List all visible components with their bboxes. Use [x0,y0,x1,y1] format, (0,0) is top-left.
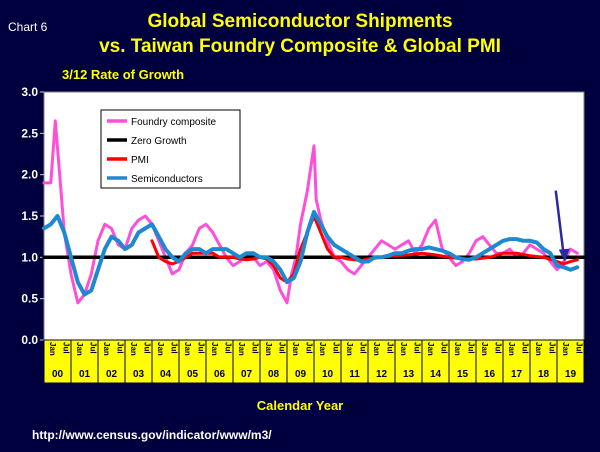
x-month-label: Jan [345,342,354,356]
x-year-label: 06 [214,369,226,380]
chart-label: Chart 6 [8,20,48,34]
x-month-label: Jan [561,342,570,356]
x-month-label: Jul [467,342,476,354]
x-month-label: Jan [399,342,408,356]
x-year-label: 00 [52,369,64,380]
x-month-label: Jul [386,342,395,354]
x-month-label: Jan [183,342,192,356]
x-year-label: 13 [403,369,415,380]
x-year-label: 01 [79,369,91,380]
x-month-label: Jan [210,342,219,356]
legend-label: Foundry composite [131,117,216,128]
x-year-label: 12 [376,369,388,380]
x-month-label: Jul [143,342,152,354]
x-year-label: 17 [511,369,523,380]
x-month-label: Jul [575,342,584,354]
x-month-label: Jul [305,342,314,354]
x-month-label: Jul [332,342,341,354]
arrow-head [558,248,570,262]
x-month-label: Jul [116,342,125,354]
y-tick-label: 3.0 [21,85,38,99]
x-year-label: 03 [133,369,145,380]
x-year-label: 15 [457,369,469,380]
y-tick-label: 0.0 [21,333,38,347]
x-month-label: Jan [318,342,327,356]
x-year-label: 02 [106,369,118,380]
x-month-label: Jul [521,342,530,354]
chart-title: Global Semiconductor Shipments [147,11,453,32]
x-year-label: 09 [295,369,307,380]
x-year-label: 19 [565,369,577,380]
x-month-label: Jan [48,342,57,356]
x-month-label: Jan [102,342,111,356]
x-month-label: Jan [264,342,273,356]
legend-label: PMI [131,155,149,166]
x-month-label: Jan [156,342,165,356]
source-url[interactable]: http://www.census.gov/indicator/www/m3/ [32,428,272,442]
x-month-label: Jul [251,342,260,354]
legend-label: Zero Growth [131,136,187,147]
y-axis-title: 3/12 Rate of Growth [62,67,185,82]
x-month-label: Jul [278,342,287,354]
x-month-label: Jul [359,342,368,354]
annotation-arrow [554,190,565,256]
x-month-label: Jan [480,342,489,356]
series-line [42,209,580,297]
x-month-label: Jul [224,342,233,354]
x-month-label: Jul [197,342,206,354]
x-month-label: Jul [89,342,98,354]
x-month-label: Jul [413,342,422,354]
y-tick-label: 1.5 [21,209,38,223]
legend [100,109,241,189]
series-line [42,119,579,305]
x-month-label: Jul [548,342,557,354]
x-year-label: 04 [160,369,172,380]
x-month-label: Jan [372,342,381,356]
x-month-label: Jan [75,342,84,356]
x-year-label: 18 [538,369,550,380]
x-month-label: Jan [129,342,138,356]
x-axis-title: Calendar Year [256,398,344,413]
y-tick-label: 2.0 [21,168,38,182]
y-tick-label: 1.0 [21,250,38,264]
x-month-label: Jan [534,342,543,356]
legend-label: Semiconductors [131,174,203,185]
x-month-label: Jan [291,342,300,356]
y-tick-label: 0.5 [21,292,38,306]
x-month-label: Jan [507,342,516,356]
x-month-label: Jul [440,342,449,354]
x-month-label: Jul [494,342,503,354]
x-month-label: Jan [237,342,246,356]
y-tick-label: 2.5 [21,126,38,140]
x-year-label: 07 [241,369,253,380]
x-month-label: Jan [453,342,462,356]
x-year-label: 11 [349,369,360,380]
x-year-label: 14 [430,369,442,380]
x-month-label: Jul [62,342,71,354]
chart-subtitle: vs. Taiwan Foundry Composite & Global PM… [99,36,501,57]
x-year-label: 08 [268,369,280,380]
x-year-label: 16 [484,369,496,380]
x-month-label: Jan [426,342,435,356]
x-year-label: 10 [322,369,334,380]
x-year-label: 05 [187,369,199,380]
x-month-label: Jul [170,342,179,354]
